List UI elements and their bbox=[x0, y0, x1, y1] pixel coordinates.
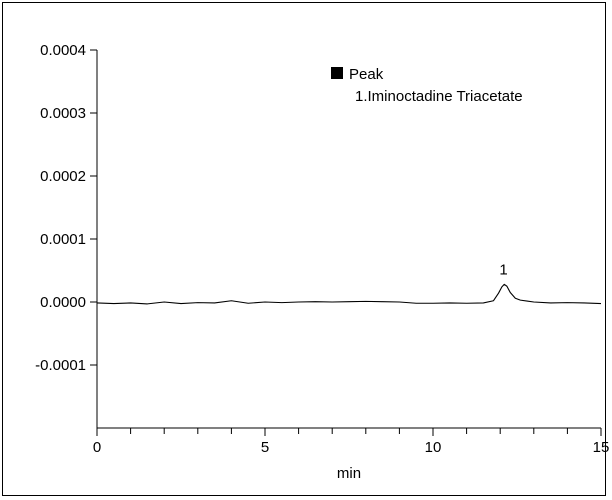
legend-heading: Peak bbox=[349, 66, 384, 83]
plot-axes bbox=[96, 50, 601, 429]
x-axis-ticks: 0 5 10 15 bbox=[93, 428, 610, 456]
legend-marker-square bbox=[331, 67, 343, 79]
x-axis-title: min bbox=[337, 465, 361, 482]
y-tick-label: 0.0001 bbox=[40, 231, 86, 248]
annotation-layer: 1 bbox=[499, 261, 507, 278]
chart-frame bbox=[2, 2, 606, 496]
y-tick-label: 0.0003 bbox=[40, 105, 86, 122]
x-tick-label: 10 bbox=[425, 439, 442, 456]
peak-label: 1 bbox=[499, 261, 507, 278]
x-tick-label: 5 bbox=[261, 439, 269, 456]
legend: Peak 1.Iminoctadine Triacetate bbox=[331, 66, 523, 105]
x-tick-label: 0 bbox=[93, 439, 101, 456]
x-tick-label: 15 bbox=[593, 439, 610, 456]
legend-entry: 1.Iminoctadine Triacetate bbox=[355, 88, 523, 105]
chromatogram-trace bbox=[96, 283, 602, 305]
y-tick-label: -0.0001 bbox=[35, 357, 86, 374]
y-tick-label: 0.0002 bbox=[40, 168, 86, 185]
y-tick-label: 0.0004 bbox=[40, 42, 86, 59]
y-tick-label: 0.0000 bbox=[40, 294, 86, 311]
y-axis-ticks: 0.0004 0.0003 0.0002 0.0001 0.0000 -0.0001 bbox=[35, 42, 97, 374]
series-layer bbox=[96, 283, 602, 305]
